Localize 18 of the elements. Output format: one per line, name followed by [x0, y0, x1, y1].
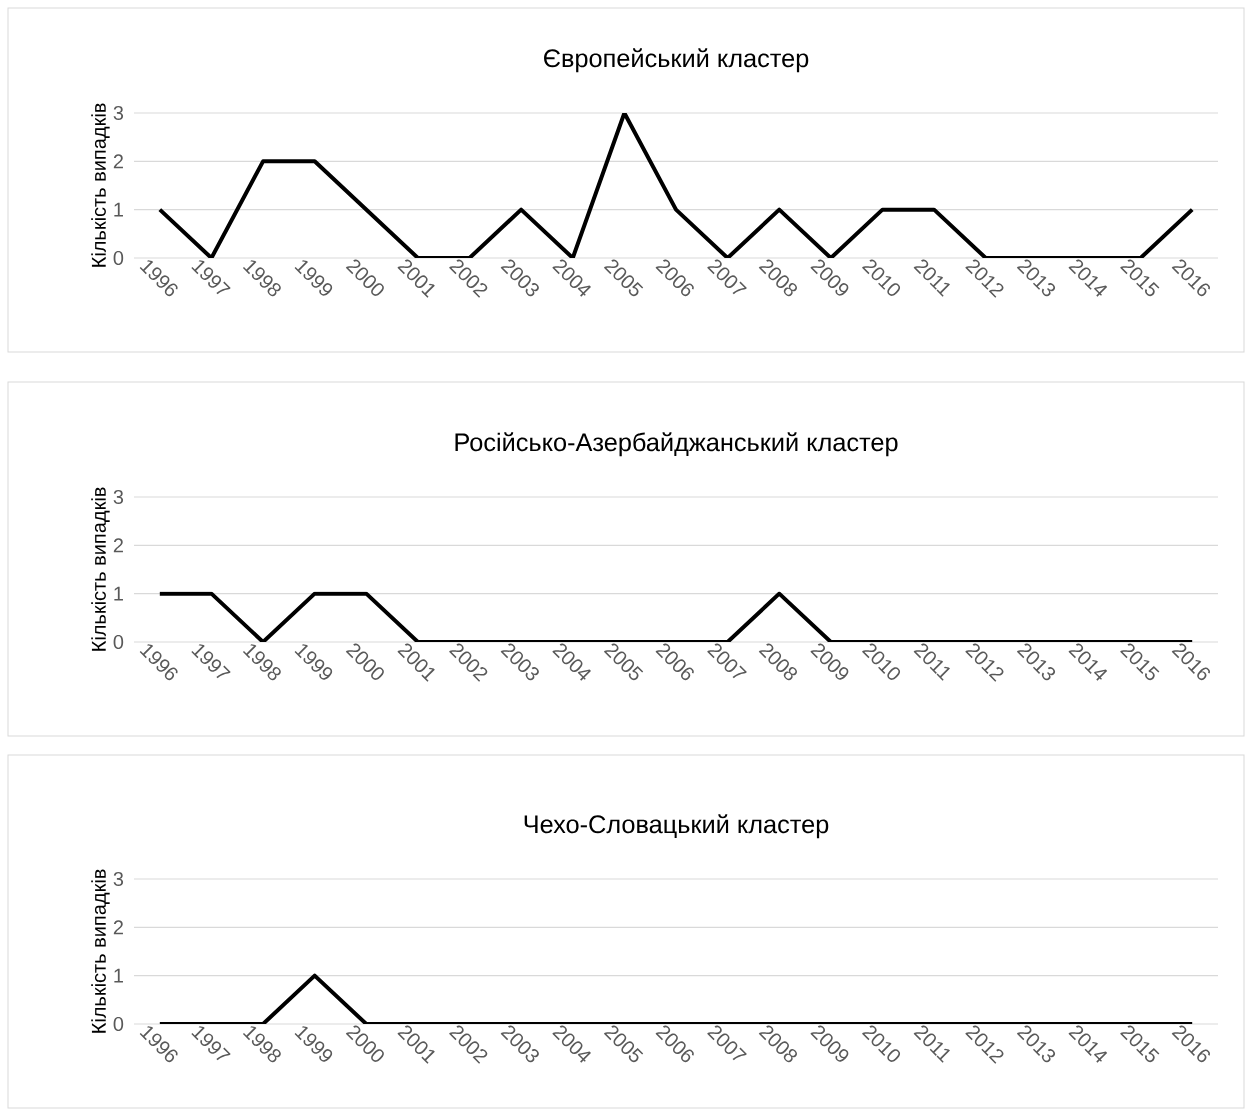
y-axis-title: Кількість випадків	[91, 869, 110, 1033]
chart-title: Європейський кластер	[544, 48, 809, 73]
y-axis-title: Кількість випадків	[91, 487, 110, 651]
y-tick-label: 3	[113, 871, 124, 887]
y-tick-label: 0	[113, 634, 124, 650]
y-tick-label: 0	[113, 1016, 124, 1032]
y-tick-label: 2	[113, 920, 123, 935]
y-tick-label: 1	[114, 968, 123, 983]
y-tick-label: 2	[113, 154, 123, 169]
y-tick-label: 3	[113, 105, 124, 121]
y-tick-label: 0	[113, 250, 124, 266]
y-tick-label: 3	[113, 489, 124, 505]
y-tick-label: 1	[114, 202, 123, 217]
chart-title: Чехо-Словацький кластер	[524, 814, 829, 839]
y-tick-label: 2	[113, 538, 123, 553]
chart-title: Російсько-Азербайджанський кластер	[455, 432, 898, 457]
y-tick-label: 1	[114, 586, 123, 601]
y-axis-title: Кількість випадків	[91, 103, 110, 267]
